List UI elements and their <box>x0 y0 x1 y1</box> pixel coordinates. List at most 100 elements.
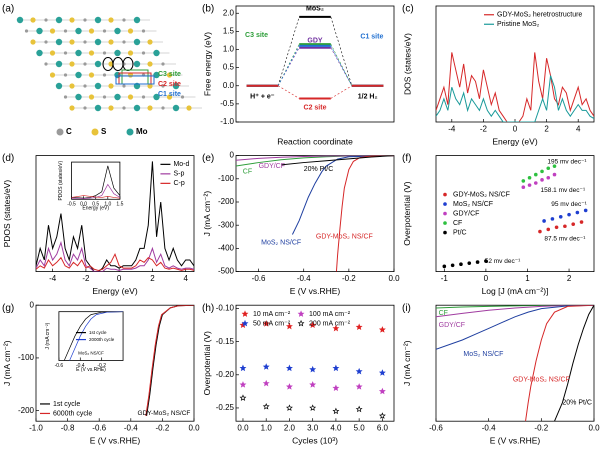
legend-label: Pt/C <box>453 229 467 236</box>
marker <box>239 364 247 372</box>
x-tick-label: -0.6 <box>55 363 64 369</box>
legend-label: 50 mA cm⁻² <box>253 320 291 327</box>
legend-label: 1st cycle <box>53 401 80 408</box>
stage-label: 1/2 H₂ <box>358 94 378 101</box>
atom <box>16 16 24 24</box>
marker <box>309 365 317 373</box>
atom <box>122 84 126 88</box>
x-tick-label: 2 <box>567 274 572 283</box>
marker <box>575 210 580 215</box>
series-line <box>71 183 120 199</box>
atom <box>63 29 68 33</box>
x-tick-label: 1.5 <box>116 202 123 208</box>
marker <box>355 383 363 390</box>
marker <box>286 404 293 411</box>
x-axis-label: Cycles (10³) <box>292 435 338 445</box>
legend-label: MoS₂ NS/CF <box>453 201 493 208</box>
legend-label: 2000th cycle <box>89 337 115 342</box>
marker <box>571 222 576 226</box>
plot-frame <box>235 5 395 123</box>
marker <box>355 405 363 413</box>
site-label: C1 site <box>158 91 181 98</box>
level-name: C2 site <box>304 104 327 111</box>
atom <box>83 40 87 44</box>
atom <box>94 82 102 90</box>
x-tick-label: -4 <box>448 125 456 134</box>
marker <box>552 164 557 168</box>
element-label: C <box>66 127 72 136</box>
x-tick-label: 2 <box>544 125 549 134</box>
panel-label: (e) <box>202 153 214 164</box>
x-tick-label: 0.5 <box>92 202 99 208</box>
element-label: S <box>101 127 107 136</box>
atom <box>172 82 180 90</box>
marker <box>467 261 472 265</box>
panel-label: (h) <box>202 303 214 314</box>
legend-label: Mo-d <box>173 161 189 168</box>
legend-label: 1st cycle <box>89 330 107 335</box>
x-axis-label: E (V vs.RHE) <box>490 435 541 445</box>
annotation: MoS₂ NS/CF <box>78 350 104 355</box>
y-tick-label: -0.5 <box>220 99 234 108</box>
legend-label: GDY/CF <box>453 210 479 217</box>
marker <box>552 172 557 177</box>
atom <box>88 50 95 56</box>
x-axis-label: Log [J (mA cm⁻²)] <box>482 286 549 296</box>
atom <box>114 49 121 57</box>
y-axis-label: J (mA cm⁻²) <box>402 340 412 386</box>
y-tick-label: 0.5 <box>223 63 235 72</box>
atom <box>153 49 160 57</box>
marker <box>286 322 293 330</box>
atom <box>133 104 141 112</box>
connector <box>277 47 300 86</box>
marker <box>554 225 559 230</box>
y-tick-label: -200 <box>18 406 35 415</box>
inset-frame <box>58 311 124 361</box>
marker <box>521 179 526 183</box>
x-tick-label: 0.0 <box>237 424 249 433</box>
plot-frame <box>235 155 395 273</box>
x-tick-label: -4 <box>49 274 57 283</box>
atom <box>161 62 165 66</box>
x-tick-label: -0.4 <box>297 274 311 283</box>
atom <box>75 93 82 101</box>
annotation: 158.1 mv dec⁻¹ <box>541 187 586 194</box>
x-axis-label: E (V vs.RHE) <box>90 435 141 445</box>
element-label: Mo <box>136 127 148 136</box>
marker <box>332 384 340 391</box>
legend-label: 200 mA cm⁻² <box>309 320 351 327</box>
atom <box>49 72 56 78</box>
legend-marker <box>443 211 447 216</box>
series-label: CF <box>243 169 252 176</box>
series-label: 20% Pt/C <box>304 166 334 173</box>
y-tick-label: -0.15 <box>216 337 235 346</box>
x-tick-label: 6.0 <box>377 424 389 433</box>
x-tick-label: 0.0 <box>388 274 400 283</box>
x-tick-label: -0.6 <box>252 274 266 283</box>
series-label: CF <box>439 310 448 317</box>
x-axis-label: Energy (eV) <box>82 206 109 212</box>
y-tick-label: -0.10 <box>216 304 235 313</box>
atom <box>94 104 102 112</box>
legend-marker <box>241 310 249 317</box>
atom <box>83 18 87 22</box>
series-line <box>436 52 594 122</box>
x-tick-label: 3.0 <box>307 424 319 433</box>
plot-frame <box>435 304 595 422</box>
atom <box>69 105 75 111</box>
y-axis-label: Overpotential (V) <box>202 331 212 395</box>
atom <box>147 105 153 111</box>
atom <box>141 51 146 55</box>
annotation: 52 mv dec⁻¹ <box>485 258 521 265</box>
atom <box>127 50 134 56</box>
marker <box>355 367 363 375</box>
x-tick-label: -0.6 <box>429 424 443 433</box>
atom <box>108 61 114 67</box>
marker <box>332 407 340 415</box>
atom <box>69 17 75 23</box>
level-name: C1 site <box>360 34 383 41</box>
marker <box>378 326 386 333</box>
atom <box>30 39 36 45</box>
y-tick-label: -500 <box>218 267 235 276</box>
